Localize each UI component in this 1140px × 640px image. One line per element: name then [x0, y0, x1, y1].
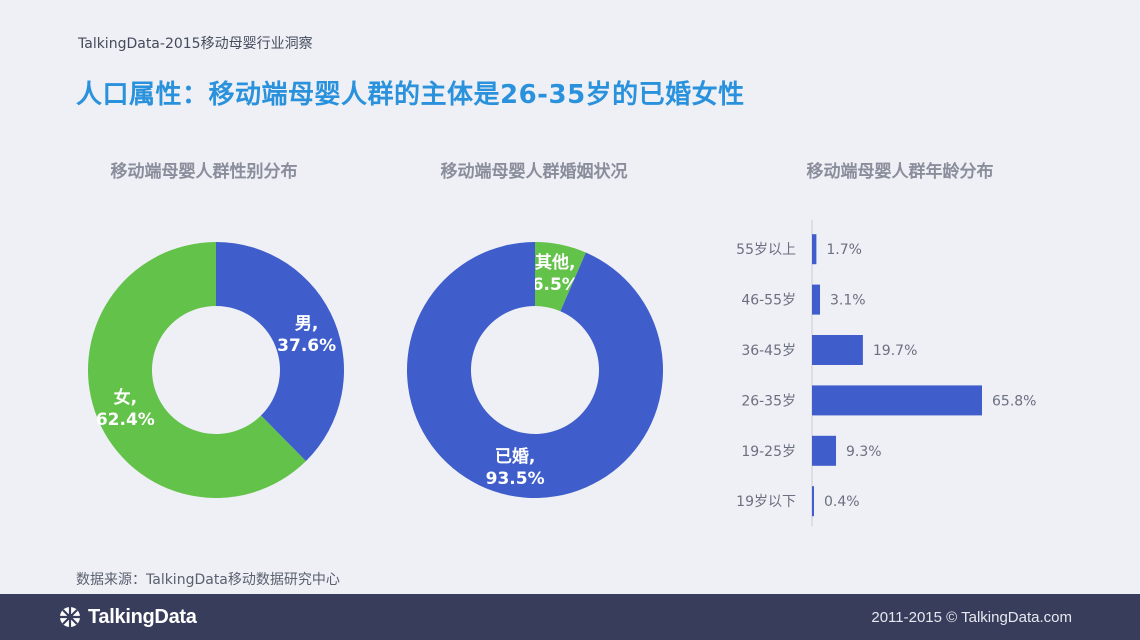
age-value-label: 0.4%: [824, 494, 860, 510]
age-bar: [812, 385, 982, 416]
age-chart-title: 移动端母婴人群年龄分布: [806, 162, 994, 182]
age-value-label: 19.7%: [873, 343, 917, 359]
age-category-label: 36-45岁: [741, 343, 796, 359]
age-value-label: 1.7%: [826, 242, 862, 258]
marriage-donut-chart: 其他,6.5% 已婚,93.5%: [407, 242, 663, 499]
copyright-text: 2011-2015 © TalkingData.com: [871, 609, 1072, 626]
page-title: 人口属性：移动端母婴人群的主体是26-35岁的已婚女性: [76, 80, 745, 110]
marriage-slice-value-1: 93.5%: [486, 469, 545, 489]
age-category-label: 19岁以下: [736, 494, 796, 510]
logo-text: TalkingData: [88, 605, 197, 628]
gender-slice-value-1: 62.4%: [96, 410, 155, 430]
age-bar: [812, 335, 863, 365]
marriage-slice-name-1: 已婚,: [495, 446, 535, 467]
gender-slice-1: [88, 242, 306, 498]
talkingdata-logo: TalkingData: [58, 604, 197, 630]
age-bar: [812, 486, 814, 517]
marriage-slice-name-0: 其他,: [535, 252, 575, 273]
age-category-label: 26-35岁: [741, 393, 796, 409]
header-caption: TalkingData-2015移动母婴行业洞察: [78, 36, 313, 52]
age-bar: [812, 234, 817, 265]
age-value-label: 9.3%: [846, 444, 882, 460]
marriage-slice-0: [535, 242, 586, 312]
age-value-label: 3.1%: [830, 293, 866, 309]
marriage-slice-1: [407, 242, 663, 499]
logo-globe-icon: [60, 607, 80, 627]
marriage-slice-value-0: 6.5%: [532, 275, 579, 295]
gender-donut-chart: 男,37.6% 女,62.4%: [88, 242, 344, 498]
age-bar-chart: 55岁以上 1.7% 46-55岁 3.1% 36-45岁 19.7% 26-35岁 65.8…: [736, 220, 1036, 527]
gender-chart-title: 移动端母婴人群性别分布: [110, 162, 298, 182]
age-category-label: 19-25岁: [741, 444, 796, 460]
gender-slice-0: [216, 242, 344, 462]
age-bar: [812, 435, 837, 466]
age-bar: [812, 284, 821, 315]
marriage-chart-title: 移动端母婴人群婚姻状况: [440, 162, 628, 182]
gender-slice-name-0: 男,: [295, 314, 318, 334]
gender-slice-value-0: 37.6%: [277, 336, 336, 356]
age-category-label: 46-55岁: [741, 293, 796, 309]
footer-bar: TalkingData 2011-2015 © TalkingData.com: [0, 594, 1140, 640]
gender-slice-name-1: 女,: [114, 387, 137, 408]
age-category-label: 55岁以上: [736, 242, 796, 258]
data-source-note: 数据来源：TalkingData移动数据研究中心: [76, 572, 340, 588]
age-value-label: 65.8%: [992, 393, 1036, 409]
